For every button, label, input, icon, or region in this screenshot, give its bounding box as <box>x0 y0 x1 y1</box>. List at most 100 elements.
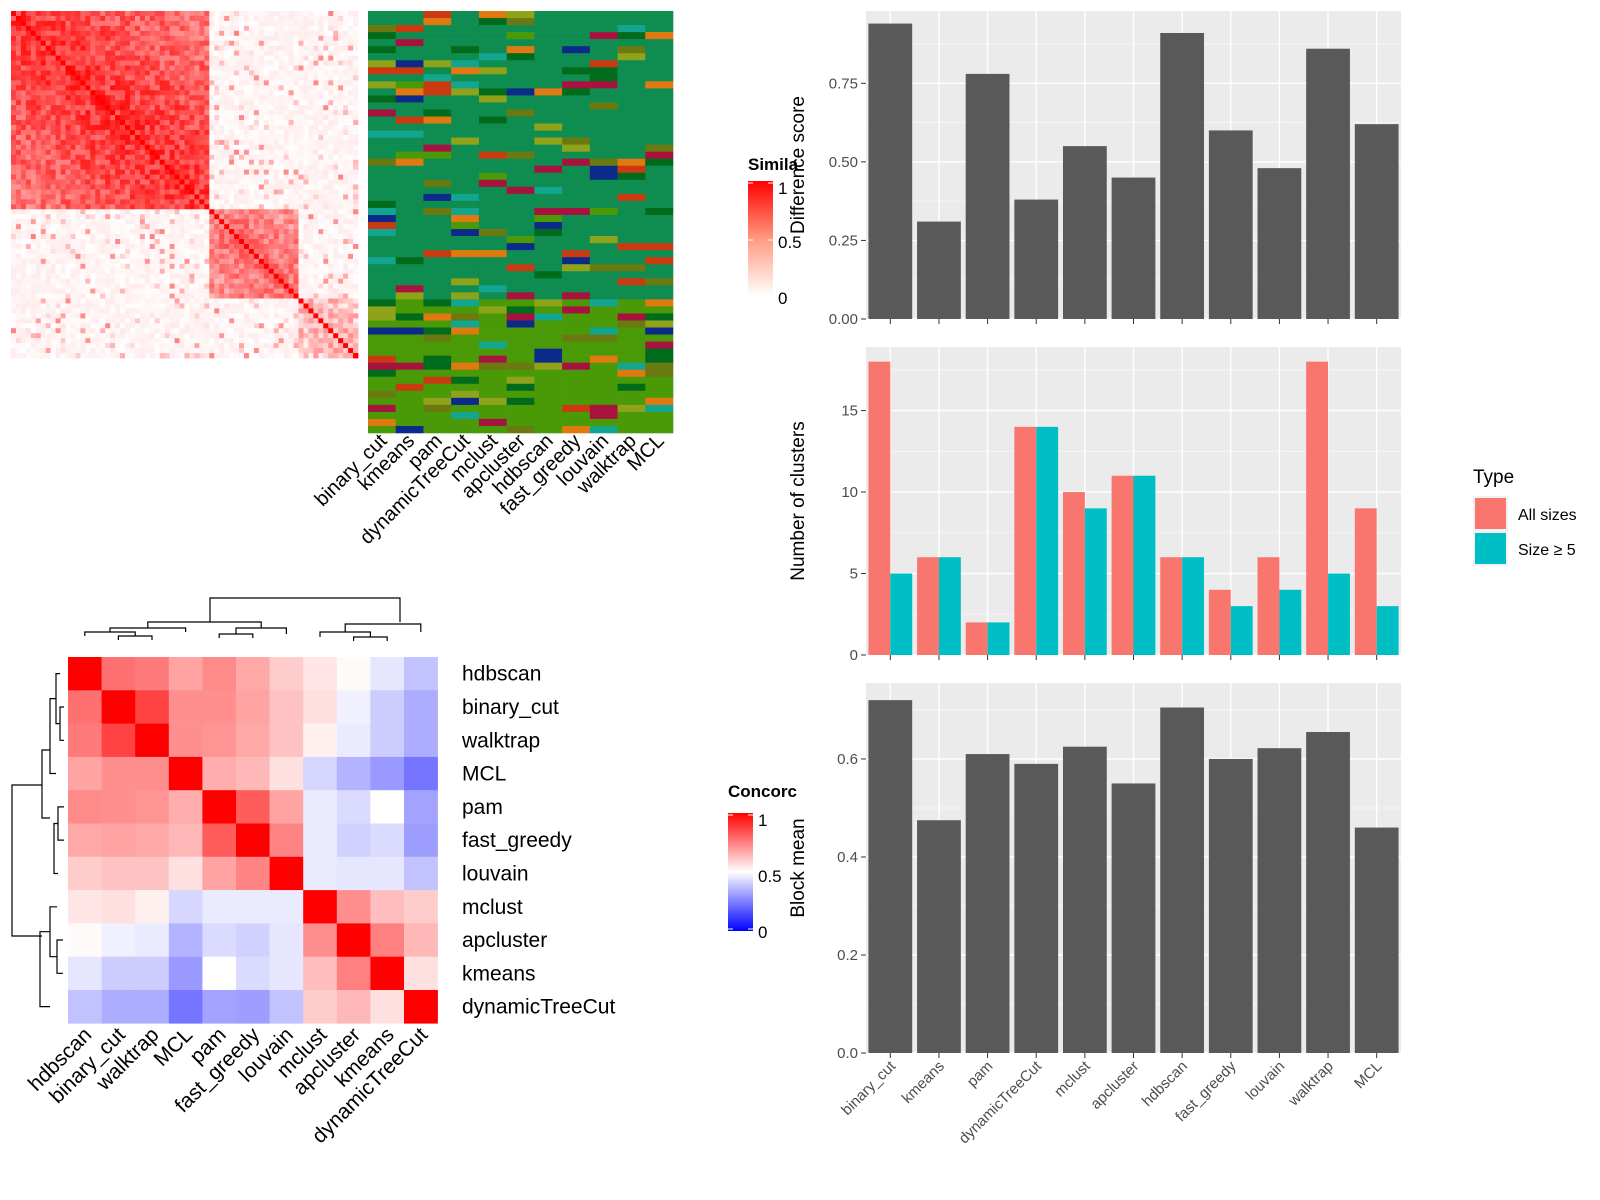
similarity-cell <box>65 95 71 101</box>
similarity-cell <box>105 95 111 101</box>
similarity-cell <box>328 184 334 190</box>
similarity-cell <box>134 258 141 265</box>
similarity-cell <box>293 159 299 166</box>
similarity-cell <box>283 318 289 324</box>
similarity-cell <box>25 159 32 166</box>
similarity-cell <box>65 85 71 91</box>
similarity-cell <box>303 129 309 136</box>
similarity-cell <box>45 298 52 304</box>
similarity-cell <box>139 120 146 126</box>
similarity-cell <box>129 338 136 344</box>
similarity-cell <box>30 323 37 329</box>
similarity-cell <box>303 20 309 27</box>
similarity-cell <box>11 258 17 265</box>
similarity-cell <box>11 15 17 22</box>
similarity-cell <box>209 55 215 61</box>
similarity-cell <box>323 328 329 334</box>
similarity-cell <box>144 154 151 161</box>
similarity-cell <box>105 323 111 329</box>
similarity-cell <box>353 134 359 141</box>
similarity-cell <box>65 134 71 141</box>
similarity-cell <box>288 115 294 121</box>
similarity-cell <box>224 75 230 81</box>
similarity-cell <box>154 258 161 265</box>
similarity-cell <box>338 253 344 260</box>
similarity-cell <box>323 149 329 156</box>
similarity-cell <box>139 243 146 250</box>
similarity-cell <box>229 35 235 42</box>
similarity-cell <box>120 25 126 32</box>
similarity-cell <box>85 293 91 299</box>
similarity-cell <box>209 95 215 101</box>
similarity-cell <box>328 55 334 61</box>
similarity-cell <box>50 110 57 116</box>
similarity-cell <box>40 239 47 245</box>
similarity-cell <box>60 60 66 66</box>
similarity-cell <box>353 110 359 116</box>
similarity-cell <box>20 30 27 37</box>
similarity-cell <box>288 298 294 304</box>
similarity-cell <box>219 144 225 151</box>
similarity-cell <box>303 159 309 166</box>
similarity-cell <box>343 15 349 22</box>
similarity-cell <box>55 11 61 17</box>
similarity-cell <box>194 154 200 161</box>
similarity-cell <box>139 184 146 190</box>
similarity-cell <box>318 60 324 66</box>
similarity-cell <box>30 169 37 175</box>
similarity-cell <box>30 229 37 235</box>
similarity-cell <box>353 55 359 61</box>
similarity-cell <box>85 194 91 200</box>
similarity-cell <box>15 229 22 235</box>
similarity-cell <box>20 298 27 304</box>
similarity-cell <box>219 348 225 354</box>
similarity-cell <box>263 243 270 250</box>
similarity-cell <box>313 333 319 339</box>
similarity-cell <box>154 115 161 121</box>
similarity-cell <box>50 75 57 81</box>
similarity-cell <box>209 80 215 86</box>
similarity-cell <box>318 308 324 314</box>
similarity-cell <box>273 234 280 240</box>
similarity-cell <box>55 229 61 235</box>
similarity-cell <box>224 199 230 205</box>
similarity-cell <box>139 80 146 86</box>
similarity-cell <box>159 139 166 146</box>
similarity-cell <box>115 20 121 27</box>
similarity-cell <box>348 229 354 235</box>
similarity-cell <box>125 253 131 260</box>
similarity-cell <box>189 239 195 245</box>
similarity-cell <box>50 80 57 86</box>
similarity-cell <box>75 229 81 235</box>
similarity-cell <box>194 343 200 349</box>
similarity-cell <box>224 204 230 210</box>
similarity-cell <box>214 25 220 32</box>
similarity-cell <box>40 129 47 136</box>
similarity-cell <box>283 189 289 195</box>
similarity-cell <box>328 125 334 131</box>
similarity-cell <box>110 273 116 280</box>
similarity-cell <box>25 154 32 161</box>
similarity-cell <box>115 273 121 280</box>
similarity-cell <box>15 45 22 52</box>
similarity-cell <box>45 85 52 91</box>
similarity-cell <box>239 224 245 230</box>
similarity-cell <box>253 70 260 76</box>
similarity-cell <box>20 90 27 96</box>
similarity-cell <box>189 194 195 200</box>
similarity-cell <box>224 15 230 22</box>
similarity-cell <box>328 95 334 101</box>
similarity-cell <box>105 338 111 344</box>
similarity-cell <box>110 55 116 61</box>
similarity-cell <box>229 100 235 106</box>
similarity-cell <box>159 189 166 195</box>
similarity-cell <box>169 110 175 116</box>
similarity-cell <box>149 95 156 101</box>
similarity-cell <box>348 80 354 86</box>
similarity-cell <box>243 253 250 260</box>
similarity-cell <box>75 243 81 250</box>
similarity-cell <box>144 308 151 314</box>
similarity-cell <box>174 189 180 195</box>
similarity-cell <box>313 20 319 27</box>
similarity-cell <box>313 219 319 225</box>
